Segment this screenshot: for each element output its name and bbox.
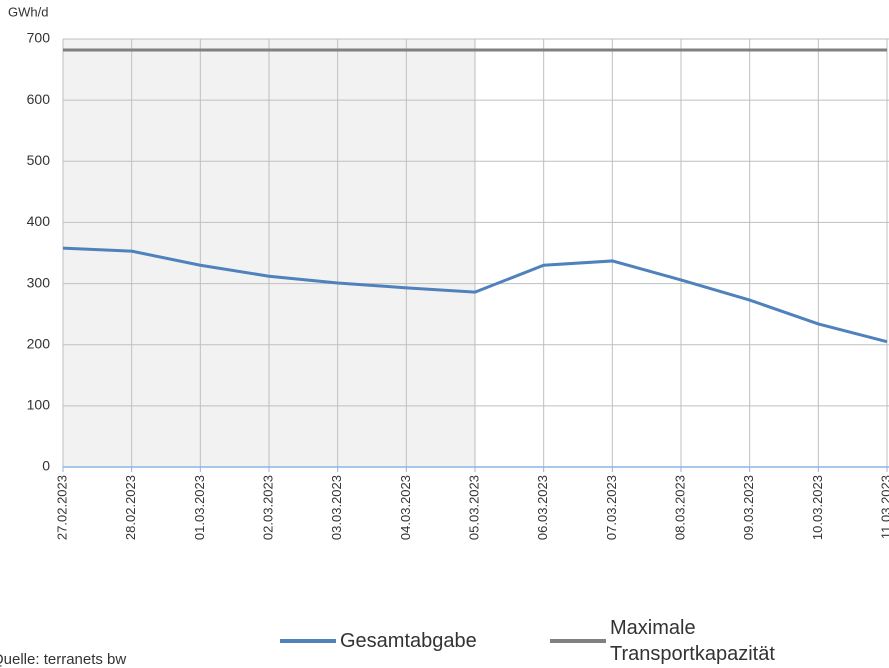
x-tick-label: 08.03.2023 xyxy=(672,475,687,540)
y-tick-label: 400 xyxy=(27,213,51,229)
x-tick-label: 04.03.2023 xyxy=(398,475,413,540)
y-tick-label: 700 xyxy=(27,30,51,46)
x-tick-label: 11.03.2023 xyxy=(878,475,889,539)
x-tick-label: 28.02.2023 xyxy=(123,475,138,540)
series-line xyxy=(62,246,888,344)
x-tick-label: 03.03.2023 xyxy=(329,475,344,540)
y-tick-label: 500 xyxy=(27,152,51,168)
legend-label: Gesamtabgabe xyxy=(340,630,477,652)
source: Quelle: terranets bw xyxy=(0,651,126,668)
y-tick-label: 0 xyxy=(42,458,50,474)
x-tick-label: 27.02.2023 xyxy=(54,475,69,540)
y-tick-label: 300 xyxy=(27,274,51,290)
legend-item: Maximale Transportkapazität xyxy=(550,614,800,668)
x-tick-label: 02.03.2023 xyxy=(260,475,275,540)
y-tick-label: 200 xyxy=(27,335,51,351)
x-tick-label: 09.03.2023 xyxy=(741,475,756,540)
y-tick-label: 600 xyxy=(27,91,51,107)
legend-swatch xyxy=(550,639,606,643)
x-tick-label: 06.03.2023 xyxy=(535,475,550,540)
legend-swatch xyxy=(280,639,336,643)
x-tick-label: 01.03.2023 xyxy=(192,475,207,540)
y-tick-label: 100 xyxy=(27,397,51,413)
legend: Gesamtabgabe Maximale Transportkapazität xyxy=(280,614,889,668)
x-tick-label: 05.03.2023 xyxy=(466,475,481,540)
legend-label: Maximale Transportkapazität xyxy=(610,617,775,665)
legend-item: Gesamtabgabe xyxy=(280,614,510,668)
x-tick-label: 07.03.2023 xyxy=(604,475,619,540)
x-tick-label: 10.03.2023 xyxy=(810,475,825,540)
y-axis-label: GWh/d xyxy=(8,4,48,19)
